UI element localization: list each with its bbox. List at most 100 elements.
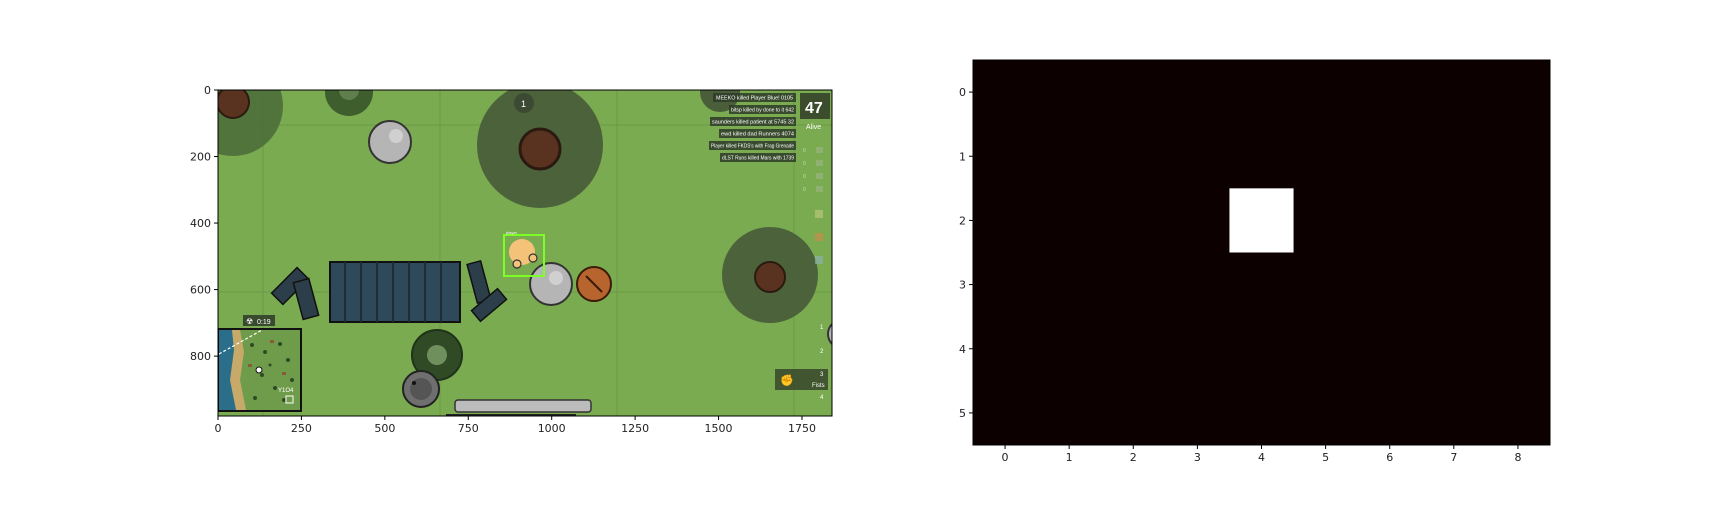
medkit-icon (816, 147, 823, 153)
grid-cell (1294, 381, 1359, 446)
rock (530, 263, 572, 305)
left-y-axis: 0 200 400 600 800 (190, 84, 218, 363)
kills-badge: 1 (514, 93, 534, 113)
minimap-player-marker (256, 367, 262, 373)
kills-badge-value: 1 (521, 99, 526, 109)
grid-cell (1486, 60, 1551, 125)
y-tick-label: 400 (190, 217, 211, 230)
x-tick-label: 5 (1322, 451, 1329, 464)
grid-cell (1229, 124, 1294, 189)
soda-icon (816, 173, 823, 179)
y-tick-label: 5 (959, 407, 966, 420)
grid-cell (1165, 381, 1230, 446)
grid-cell (973, 317, 1038, 382)
x-tick-label: 1500 (705, 422, 733, 435)
left-x-axis: 0 250 500 750 1000 1250 1500 1750 (215, 416, 816, 435)
x-tick-label: 0 (215, 422, 222, 435)
grid-cell (1229, 317, 1294, 382)
y-tick-label: 200 (190, 151, 211, 164)
grid-cell (1229, 60, 1294, 125)
x-tick-label: 7 (1450, 451, 1457, 464)
grid-cell (1101, 60, 1166, 125)
ammo-count: 0 (803, 161, 806, 167)
backpack-slot-icon (815, 256, 823, 264)
right-grid-image (973, 60, 1551, 446)
shipping-container (330, 262, 460, 322)
weapon-name: Fists (812, 383, 825, 389)
tree-large (477, 82, 603, 208)
grid-cell (973, 188, 1038, 253)
grid-cell (1294, 124, 1359, 189)
radiation-icon: ☢ (246, 317, 253, 326)
grid-cell (973, 124, 1038, 189)
grid-cell (1037, 253, 1102, 318)
rock (369, 121, 411, 163)
x-tick-label: 500 (374, 422, 395, 435)
grid-cell (1422, 188, 1487, 253)
grid-cell (1294, 60, 1359, 125)
grid-cell (1358, 253, 1423, 318)
barrel (403, 371, 439, 407)
grid-cell (1358, 381, 1423, 446)
grid-cell (1486, 381, 1551, 446)
grid-cell (1422, 60, 1487, 125)
alive-label: Alive (806, 124, 821, 131)
player-name-label: player (506, 230, 518, 235)
alive-count: 47 (805, 100, 823, 117)
x-tick-label: 1250 (621, 422, 649, 435)
zone-timer-value: 0:19 (257, 319, 271, 326)
grid-cell (1165, 60, 1230, 125)
grid-cell (1358, 124, 1423, 189)
fist-icon: ✊ (780, 374, 794, 387)
ammo-count: 0 (803, 148, 806, 154)
wall-strip (455, 400, 591, 412)
minimap: Y1O4 (218, 329, 301, 411)
grid-cell (1294, 317, 1359, 382)
tree (183, 56, 283, 156)
minimap-label: Y1O4 (278, 388, 294, 394)
grid-cell (1294, 188, 1359, 253)
grid-cell (1229, 381, 1294, 446)
grid-cell (1101, 188, 1166, 253)
x-tick-label: 1 (1066, 451, 1073, 464)
y-tick-label: 4 (959, 343, 966, 356)
game-view: player 1 MEEKO killed Player Blue! 0105 … (183, 56, 856, 417)
grid-cell (1165, 124, 1230, 189)
grid-cell (1294, 253, 1359, 318)
grid-cell (1486, 317, 1551, 382)
pills-icon (816, 186, 823, 192)
kill-feed-line: MEEKO killed Player Blue! 0105 (716, 96, 793, 102)
grid-cell (1422, 381, 1487, 446)
grid-cell (1422, 317, 1487, 382)
grid-cell (973, 381, 1038, 446)
x-tick-label: 6 (1386, 451, 1393, 464)
grid-cell (1037, 60, 1102, 125)
y-tick-label: 2 (959, 214, 966, 227)
y-tick-label: 800 (190, 350, 211, 363)
highlighted-cell (1229, 188, 1294, 253)
grid-cell (1165, 188, 1230, 253)
vest-slot-icon (815, 233, 823, 241)
grid-cell (1422, 124, 1487, 189)
zone-timer: ☢ 0:19 (243, 315, 275, 326)
grid-cell (1165, 253, 1230, 318)
grid-cell (1101, 381, 1166, 446)
grid-cell (1037, 381, 1102, 446)
grid-cell (973, 253, 1038, 318)
grid-cell (1037, 124, 1102, 189)
grid-cell (1486, 188, 1551, 253)
tree (722, 227, 818, 323)
right-y-axis: 0 1 2 3 4 5 (959, 86, 973, 420)
tree (325, 68, 373, 116)
x-tick-label: 750 (458, 422, 479, 435)
bandage-icon (816, 160, 823, 166)
grid-cell (1101, 253, 1166, 318)
grid-cell (1486, 124, 1551, 189)
loot-crate-orange (577, 267, 611, 301)
y-tick-label: 600 (190, 284, 211, 297)
grid-cell (1358, 188, 1423, 253)
grid-cell (1358, 317, 1423, 382)
ammo-count: 0 (803, 187, 806, 193)
grid-cell (973, 60, 1038, 125)
